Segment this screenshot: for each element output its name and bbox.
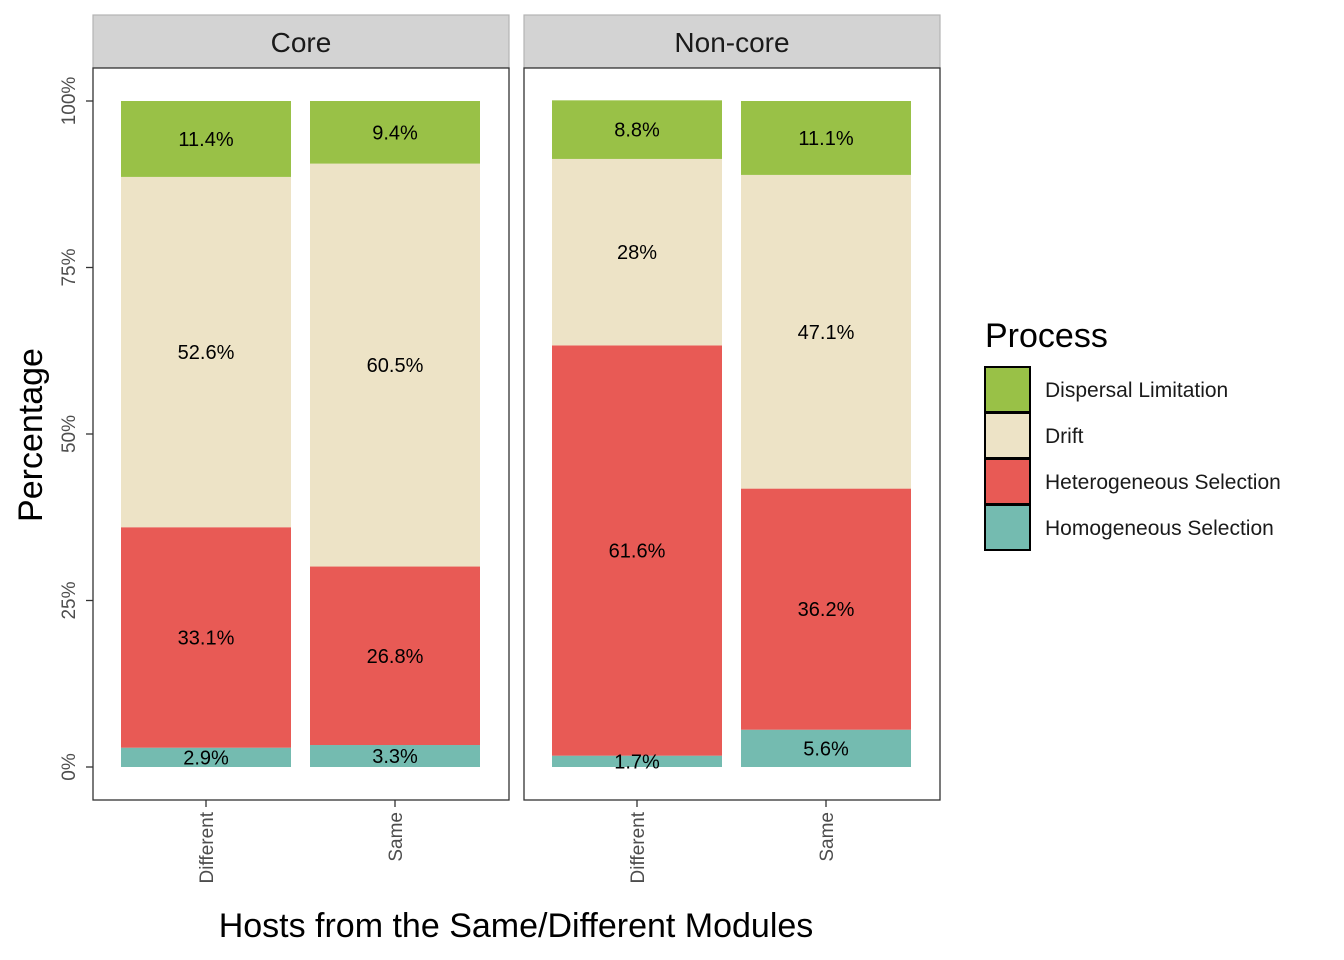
legend: Process Dispersal Limitation Drift Heterog…	[984, 317, 1281, 551]
facet-strip-non-core	[523, 14, 941, 69]
bar-core-same-heterogeneous-selection	[310, 566, 480, 746]
bar-core-different-homogeneous-selection	[121, 747, 291, 767]
data-label-core-same-homogeneous-selection: 3.3%	[372, 746, 418, 768]
legend-label-homogeneous-selection: Homogeneous Selection	[1045, 517, 1274, 540]
bar-non-core-different-homogeneous-selection	[552, 755, 722, 767]
data-label-non-core-different-drift: 28%	[617, 242, 657, 264]
data-label-core-different-drift: 52.6%	[178, 342, 235, 364]
data-label-non-core-different-dispersal-limitation: 8.8%	[614, 120, 660, 142]
legend-key-heterogeneous-selection	[984, 458, 1031, 505]
data-label-non-core-different-homogeneous-selection: 1.7%	[614, 751, 660, 773]
data-label-non-core-different-heterogeneous-selection: 61.6%	[609, 541, 666, 563]
legend-key-homogeneous-selection	[984, 504, 1031, 551]
y-axis-title: Percentage	[12, 348, 50, 522]
facet-strip-core	[92, 14, 510, 69]
legend-key-dispersal-limitation	[984, 366, 1031, 413]
data-label-core-same-drift: 60.5%	[367, 355, 424, 377]
bar-non-core-different-dispersal-limitation	[552, 100, 722, 159]
x-axis-title: Hosts from the Same/Different Modules	[219, 907, 814, 945]
bar-non-core-same-heterogeneous-selection	[741, 488, 911, 730]
bar-core-different-dispersal-limitation	[121, 101, 291, 177]
x-tick-label-core-different: Different	[197, 811, 218, 883]
x-tick-label-core-same: Same	[386, 812, 407, 862]
bar-core-same-homogeneous-selection	[310, 745, 480, 767]
data-label-non-core-same-homogeneous-selection: 5.6%	[803, 738, 849, 760]
y-tick-label: 100%	[59, 77, 80, 126]
bar-core-different-drift	[121, 176, 291, 528]
data-label-core-different-homogeneous-selection: 2.9%	[183, 747, 229, 769]
data-label-non-core-same-dispersal-limitation: 11.1%	[798, 128, 853, 150]
legend-label-heterogeneous-selection: Heterogeneous Selection	[1045, 471, 1281, 494]
legend-key-drift	[984, 412, 1031, 459]
x-tick-label-non-core-same: Same	[817, 812, 838, 862]
y-tick-label: 50%	[59, 415, 80, 453]
bar-non-core-same-dispersal-limitation	[741, 101, 911, 175]
data-label-non-core-same-heterogeneous-selection: 36.2%	[798, 599, 855, 621]
y-tick-label: 0%	[59, 753, 80, 781]
legend-label-dispersal-limitation: Dispersal Limitation	[1045, 379, 1228, 402]
data-label-core-same-heterogeneous-selection: 26.8%	[367, 646, 424, 668]
data-label-core-different-dispersal-limitation: 11.4%	[178, 129, 233, 151]
y-tick-label: 75%	[59, 248, 80, 286]
y-tick-label: 25%	[59, 581, 80, 619]
bar-non-core-same-drift	[741, 174, 911, 489]
bar-non-core-same-homogeneous-selection	[741, 729, 911, 767]
bar-core-same-dispersal-limitation	[310, 101, 480, 164]
facet-title-non-core: Non-core	[674, 27, 789, 58]
facet-title-core: Core	[271, 27, 332, 58]
bar-non-core-different-heterogeneous-selection	[552, 345, 722, 756]
x-tick-label-non-core-different: Different	[628, 811, 649, 883]
legend-title: Process	[985, 317, 1108, 355]
data-label-non-core-same-drift: 47.1%	[798, 322, 855, 344]
legend-label-drift: Drift	[1045, 425, 1084, 448]
bar-core-same-drift	[310, 163, 480, 567]
data-label-core-different-heterogeneous-selection: 33.1%	[178, 627, 235, 649]
bar-core-different-heterogeneous-selection	[121, 527, 291, 748]
data-label-core-same-dispersal-limitation: 9.4%	[372, 122, 418, 144]
bar-non-core-different-drift	[552, 158, 722, 346]
